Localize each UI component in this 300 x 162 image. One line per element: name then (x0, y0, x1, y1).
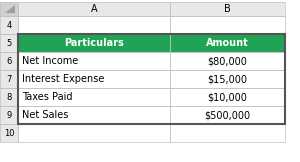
Bar (18, 16, 170, 34)
Bar (18, 34, 170, 52)
Bar (0, 16, 18, 34)
Bar (170, 2, 285, 16)
Bar (0, 106, 18, 124)
Bar (170, 106, 285, 124)
Bar (18, 34, 285, 124)
Text: 6: 6 (6, 57, 12, 65)
Bar (18, 2, 170, 16)
Bar (18, 70, 170, 88)
Text: B: B (224, 4, 231, 14)
Bar (170, 52, 285, 70)
Bar (170, 106, 285, 124)
Bar (170, 2, 285, 16)
Text: 9: 9 (6, 110, 12, 120)
Text: 5: 5 (6, 39, 12, 47)
Text: Taxes Paid: Taxes Paid (22, 92, 73, 102)
Bar (0, 52, 18, 70)
Bar (170, 52, 285, 70)
Bar (18, 16, 170, 34)
Bar (0, 52, 18, 70)
Text: 10: 10 (4, 128, 14, 138)
Bar (170, 34, 285, 52)
Text: $10,000: $10,000 (208, 92, 248, 102)
Text: 4: 4 (6, 21, 12, 29)
Bar (18, 34, 170, 52)
Polygon shape (5, 5, 15, 13)
Bar (170, 16, 285, 34)
Bar (0, 34, 18, 52)
Text: Net Sales: Net Sales (22, 110, 68, 120)
Bar (18, 88, 170, 106)
Bar (170, 124, 285, 142)
Bar (0, 2, 18, 16)
Bar (0, 70, 18, 88)
Bar (0, 16, 18, 34)
Text: Net Income: Net Income (22, 56, 78, 66)
Text: $15,000: $15,000 (208, 74, 248, 84)
Bar (170, 124, 285, 142)
Text: Amount: Amount (206, 38, 249, 48)
Text: Particulars: Particulars (64, 38, 124, 48)
Bar (170, 88, 285, 106)
Bar (170, 88, 285, 106)
Text: 7: 7 (6, 75, 12, 83)
Bar (18, 106, 170, 124)
Bar (18, 106, 170, 124)
Text: 8: 8 (6, 93, 12, 102)
Bar (170, 34, 285, 52)
Bar (0, 70, 18, 88)
Bar (170, 16, 285, 34)
Bar (18, 70, 170, 88)
Bar (18, 2, 170, 16)
Bar (0, 124, 18, 142)
Bar (18, 52, 170, 70)
Bar (18, 88, 170, 106)
Bar (0, 88, 18, 106)
Bar (0, 2, 18, 16)
Bar (0, 124, 18, 142)
Bar (0, 88, 18, 106)
Bar (170, 70, 285, 88)
Text: A: A (91, 4, 97, 14)
Bar (18, 124, 170, 142)
Bar (18, 52, 170, 70)
Bar (0, 34, 18, 52)
Text: $500,000: $500,000 (204, 110, 250, 120)
Bar (18, 124, 170, 142)
Bar (0, 106, 18, 124)
Text: Interest Expense: Interest Expense (22, 74, 104, 84)
Bar (170, 70, 285, 88)
Text: $80,000: $80,000 (208, 56, 248, 66)
